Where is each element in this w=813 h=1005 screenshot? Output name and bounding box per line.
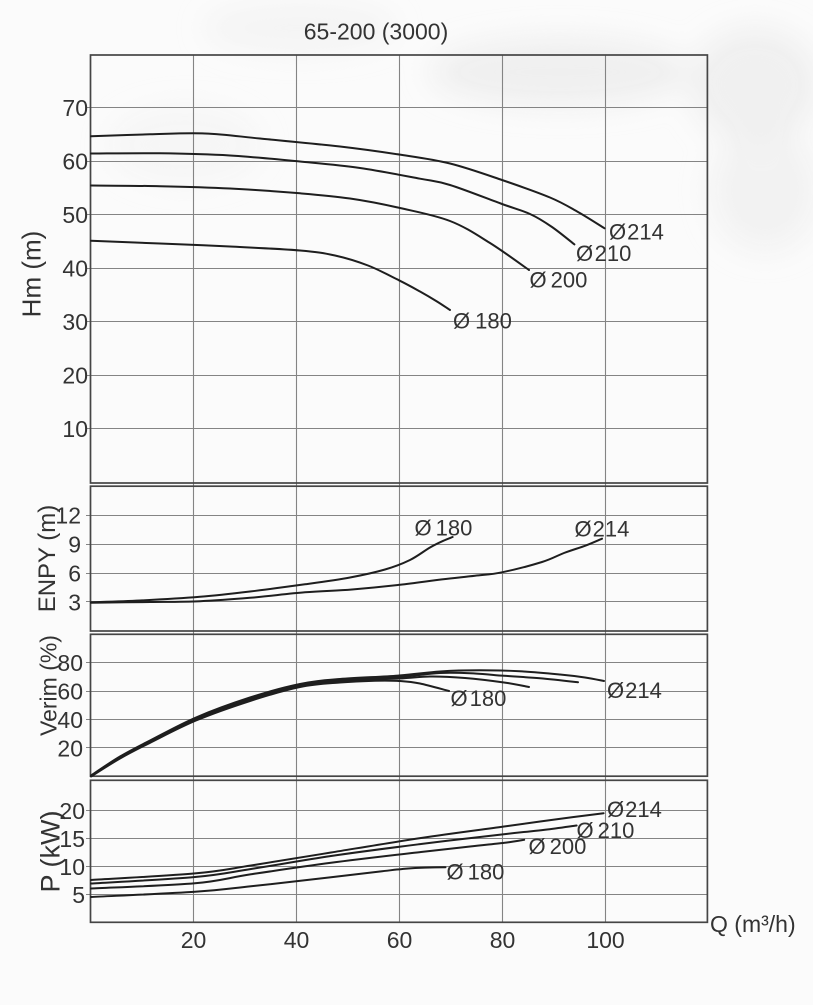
svg-text:3: 3	[68, 589, 81, 615]
svg-text:60: 60	[62, 148, 88, 174]
svg-text:10: 10	[59, 854, 85, 880]
svg-text:9: 9	[68, 532, 81, 558]
svg-text:70: 70	[62, 95, 88, 121]
svg-text:50: 50	[62, 202, 88, 228]
svg-text:20: 20	[59, 798, 85, 824]
svg-text:30: 30	[62, 309, 88, 335]
svg-text:20: 20	[181, 927, 207, 953]
svg-text:Ø180: Ø180	[447, 860, 505, 885]
svg-text:40: 40	[284, 927, 310, 953]
svg-text:Ø214: Ø214	[575, 516, 630, 541]
svg-text:100: 100	[586, 927, 624, 953]
svg-text:Ø180: Ø180	[453, 309, 512, 334]
svg-text:Ø180: Ø180	[451, 686, 507, 711]
svg-text:P (kW): P (kW)	[35, 811, 65, 893]
svg-text:40: 40	[57, 707, 83, 733]
svg-text:Ø180: Ø180	[415, 516, 473, 541]
svg-text:Q (m³/h): Q (m³/h)	[710, 911, 796, 937]
svg-text:60: 60	[387, 927, 413, 953]
svg-text:20: 20	[57, 736, 83, 762]
svg-text:20: 20	[62, 363, 88, 389]
svg-text:6: 6	[68, 561, 81, 587]
svg-text:Ø210: Ø210	[577, 818, 635, 843]
svg-text:5: 5	[72, 882, 85, 908]
svg-text:Ø210: Ø210	[576, 241, 631, 266]
svg-text:Ø214: Ø214	[609, 219, 664, 244]
svg-text:40: 40	[62, 256, 88, 282]
svg-text:Hm (m): Hm (m)	[17, 231, 47, 318]
svg-text:12: 12	[55, 503, 81, 529]
svg-text:10: 10	[62, 416, 88, 442]
svg-text:60: 60	[57, 678, 83, 704]
svg-text:65-200 (3000): 65-200 (3000)	[304, 19, 449, 45]
svg-text:15: 15	[59, 826, 85, 852]
svg-text:Ø214: Ø214	[607, 797, 662, 822]
svg-text:80: 80	[57, 650, 83, 676]
svg-text:Verim (%): Verim (%)	[36, 635, 62, 736]
svg-text:Ø214: Ø214	[607, 678, 662, 703]
svg-text:ENPY (m): ENPY (m)	[34, 505, 61, 613]
svg-text:80: 80	[490, 927, 516, 953]
